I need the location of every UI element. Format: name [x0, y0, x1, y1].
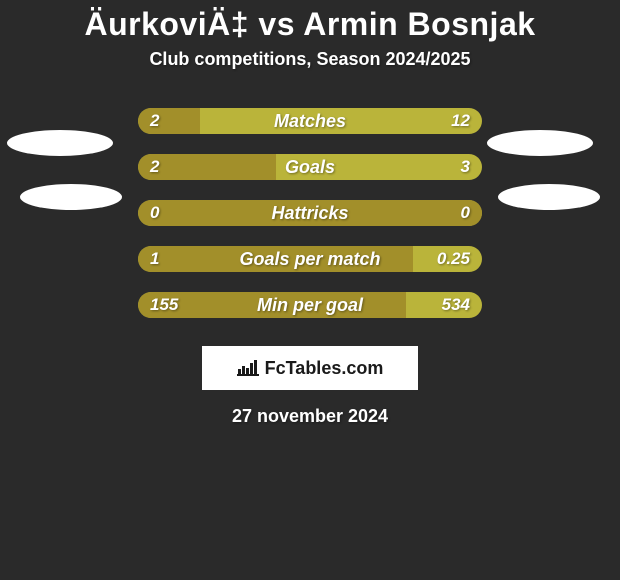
bar-chart-icon	[237, 360, 259, 376]
stat-label: Goals	[285, 157, 335, 178]
stat-value-left: 0	[150, 203, 159, 223]
stat-row: Min per goal 155 534	[0, 282, 620, 328]
stat-label: Hattricks	[271, 203, 348, 224]
stat-value-left: 2	[150, 111, 159, 131]
stat-value-left: 2	[150, 157, 159, 177]
stat-value-right: 12	[451, 111, 470, 131]
player-photo-placeholder	[487, 130, 593, 156]
stat-bar: Matches 2 12	[138, 108, 482, 134]
stat-bar: Goals per match 1 0.25	[138, 246, 482, 272]
stat-bar: Min per goal 155 534	[138, 292, 482, 318]
player-photo-placeholder	[7, 130, 113, 156]
stat-bar-left-fill	[138, 108, 200, 134]
stat-label: Goals per match	[239, 249, 380, 270]
stat-value-left: 1	[150, 249, 159, 269]
stat-value-right: 3	[461, 157, 470, 177]
stat-value-right: 0	[461, 203, 470, 223]
stat-label: Matches	[274, 111, 346, 132]
stat-bar: Hattricks 0 0	[138, 200, 482, 226]
stat-value-right: 0.25	[437, 249, 470, 269]
site-logo[interactable]: FcTables.com	[202, 346, 418, 390]
page-subtitle: Club competitions, Season 2024/2025	[0, 49, 620, 70]
stat-bar: Goals 2 3	[138, 154, 482, 180]
page-title: ÄurkoviÄ‡ vs Armin Bosnjak	[0, 6, 620, 43]
stat-value-right: 534	[442, 295, 470, 315]
player-photo-placeholder	[498, 184, 600, 210]
stat-value-left: 155	[150, 295, 178, 315]
stat-row: Goals per match 1 0.25	[0, 236, 620, 282]
site-logo-text: FcTables.com	[265, 358, 384, 379]
player-photo-placeholder	[20, 184, 122, 210]
stat-label: Min per goal	[257, 295, 363, 316]
comparison-card: ÄurkoviÄ‡ vs Armin Bosnjak Club competit…	[0, 6, 620, 580]
snapshot-date: 27 november 2024	[0, 406, 620, 427]
